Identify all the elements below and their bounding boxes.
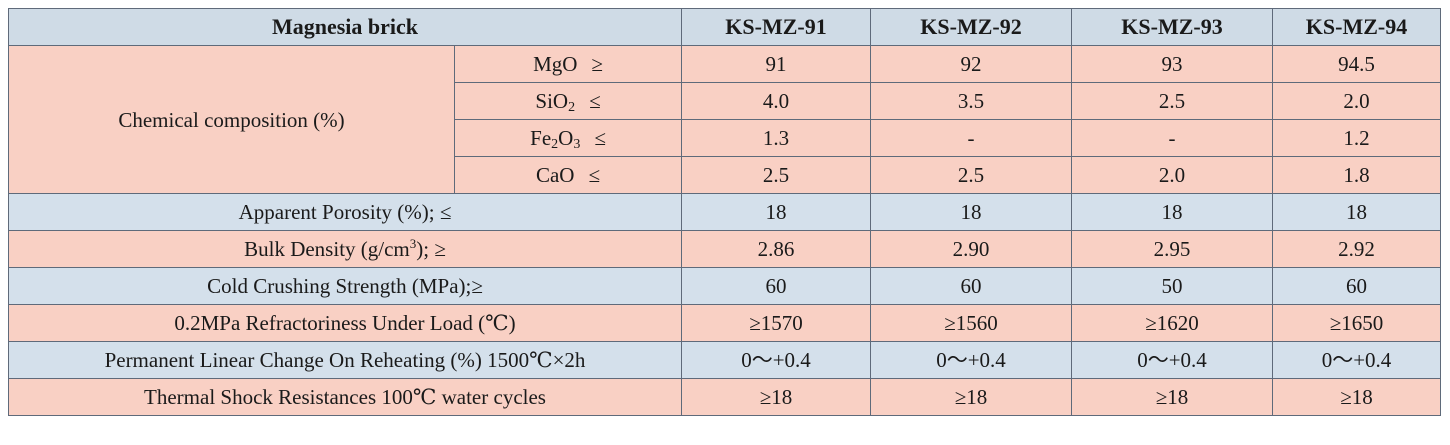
composition-row-fe2o3: Fe2O3 ≤ 1.3 - - 1.2	[9, 119, 1441, 157]
magnesia-brick-spec-table: Magnesia brick KS-MZ-91 KS-MZ-92 KS-MZ-9…	[8, 8, 1441, 416]
table-cell: 4.0	[681, 82, 871, 120]
table-row: Apparent Porosity (%); ≤ 18 18 18 18	[8, 193, 1441, 231]
spec-table-container: Magnesia brick KS-MZ-91 KS-MZ-92 KS-MZ-9…	[8, 8, 1441, 416]
table-cell: 91	[681, 45, 871, 83]
table-cell: 92	[870, 45, 1072, 83]
table-cell: 94.5	[1272, 45, 1441, 83]
table-row: Cold Crushing Strength (MPa);≥ 60 60 50 …	[8, 267, 1441, 305]
table-cell: -	[870, 119, 1072, 157]
table-cell: 0～+0.4	[1071, 341, 1273, 379]
table-row: 0.2MPa Refractoriness Under Load (℃) ≥15…	[8, 304, 1441, 342]
property-label-superscript: 3	[409, 236, 417, 251]
table-cell: 60	[1272, 267, 1441, 305]
composition-component: CaO ≤	[454, 156, 682, 194]
header-grade: KS-MZ-93	[1071, 8, 1273, 46]
component-condition: ≥	[591, 52, 603, 76]
table-cell: 2.5	[681, 156, 871, 194]
property-label: Permanent Linear Change On Reheating (%)…	[8, 341, 682, 379]
table-cell: ≥1560	[870, 304, 1072, 342]
table-cell: 2.92	[1272, 230, 1441, 268]
table-cell: 2.5	[870, 156, 1072, 194]
table-cell: ≥18	[681, 378, 871, 416]
property-label-text: Bulk Density (g/cm	[244, 237, 410, 261]
table-cell: 1.2	[1272, 119, 1441, 157]
component-condition: ≤	[589, 89, 601, 113]
table-cell: ≥18	[1071, 378, 1273, 416]
header-grade: KS-MZ-92	[870, 8, 1072, 46]
table-cell: 3.5	[870, 82, 1072, 120]
table-cell: 2.0	[1071, 156, 1273, 194]
composition-component: MgO ≥	[454, 45, 682, 83]
component-condition: ≤	[588, 163, 601, 187]
property-label-text-end: ); ≥	[416, 237, 446, 261]
table-cell: 1.8	[1272, 156, 1441, 194]
header-grade: KS-MZ-94	[1272, 8, 1441, 46]
table-cell: 18	[1071, 193, 1273, 231]
table-cell: 1.3	[681, 119, 871, 157]
table-cell: 2.0	[1272, 82, 1441, 120]
composition-row-sio2: SiO2 ≤ 4.0 3.5 2.5 2.0	[9, 82, 1441, 120]
component-condition: ≤	[594, 126, 606, 150]
composition-component: SiO2 ≤	[454, 82, 682, 120]
component-formula: SiO	[535, 89, 569, 113]
table-cell: 0～+0.4	[870, 341, 1072, 379]
property-label: Cold Crushing Strength (MPa);≥	[8, 267, 682, 305]
table-cell: 60	[870, 267, 1072, 305]
table-cell: 2.95	[1071, 230, 1273, 268]
component-subscript: 2	[568, 100, 576, 115]
header-row: Magnesia brick KS-MZ-91 KS-MZ-92 KS-MZ-9…	[8, 8, 1441, 46]
table-cell: ≥18	[1272, 378, 1441, 416]
table-cell: 18	[870, 193, 1072, 231]
table-cell: 93	[1071, 45, 1273, 83]
component-formula: CaO	[535, 163, 575, 187]
table-cell: 0～+0.4	[681, 341, 871, 379]
table-row: Thermal Shock Resistances 100℃ water cyc…	[8, 378, 1441, 416]
component-subscript: 3	[573, 137, 581, 152]
component-formula-part: O	[558, 126, 574, 150]
header-grade: KS-MZ-91	[681, 8, 871, 46]
property-label: Bulk Density (g/cm3); ≥	[8, 230, 682, 268]
table-row: Bulk Density (g/cm3); ≥ 2.86 2.90 2.95 2…	[8, 230, 1441, 268]
table-cell: 2.90	[870, 230, 1072, 268]
table-cell: ≥1570	[681, 304, 871, 342]
component-formula: Fe	[530, 126, 552, 150]
property-label: 0.2MPa Refractoriness Under Load (℃)	[8, 304, 682, 342]
property-label: Thermal Shock Resistances 100℃ water cyc…	[8, 378, 682, 416]
table-cell: 2.86	[681, 230, 871, 268]
table-cell: ≥1650	[1272, 304, 1441, 342]
component-subscript: 2	[551, 137, 559, 152]
table-row: Permanent Linear Change On Reheating (%)…	[8, 341, 1441, 379]
composition-component: Fe2O3 ≤	[454, 119, 682, 157]
table-cell: 18	[1272, 193, 1441, 231]
table-cell: ≥1620	[1071, 304, 1273, 342]
composition-label: Chemical composition (%)	[8, 45, 455, 194]
header-title: Magnesia brick	[8, 8, 682, 46]
component-formula: MgO	[533, 52, 578, 76]
table-cell: 2.5	[1071, 82, 1273, 120]
composition-row-cao: CaO ≤ 2.5 2.5 2.0 1.8	[9, 156, 1441, 194]
composition-row-mgo: Chemical composition (%) MgO ≥ 91 92 93 9…	[8, 45, 1441, 194]
table-cell: 18	[681, 193, 871, 231]
table-cell: 60	[681, 267, 871, 305]
property-label: Apparent Porosity (%); ≤	[8, 193, 682, 231]
table-cell: ≥18	[870, 378, 1072, 416]
table-cell: 0～+0.4	[1272, 341, 1441, 379]
table-cell: -	[1071, 119, 1273, 157]
table-cell: 50	[1071, 267, 1273, 305]
